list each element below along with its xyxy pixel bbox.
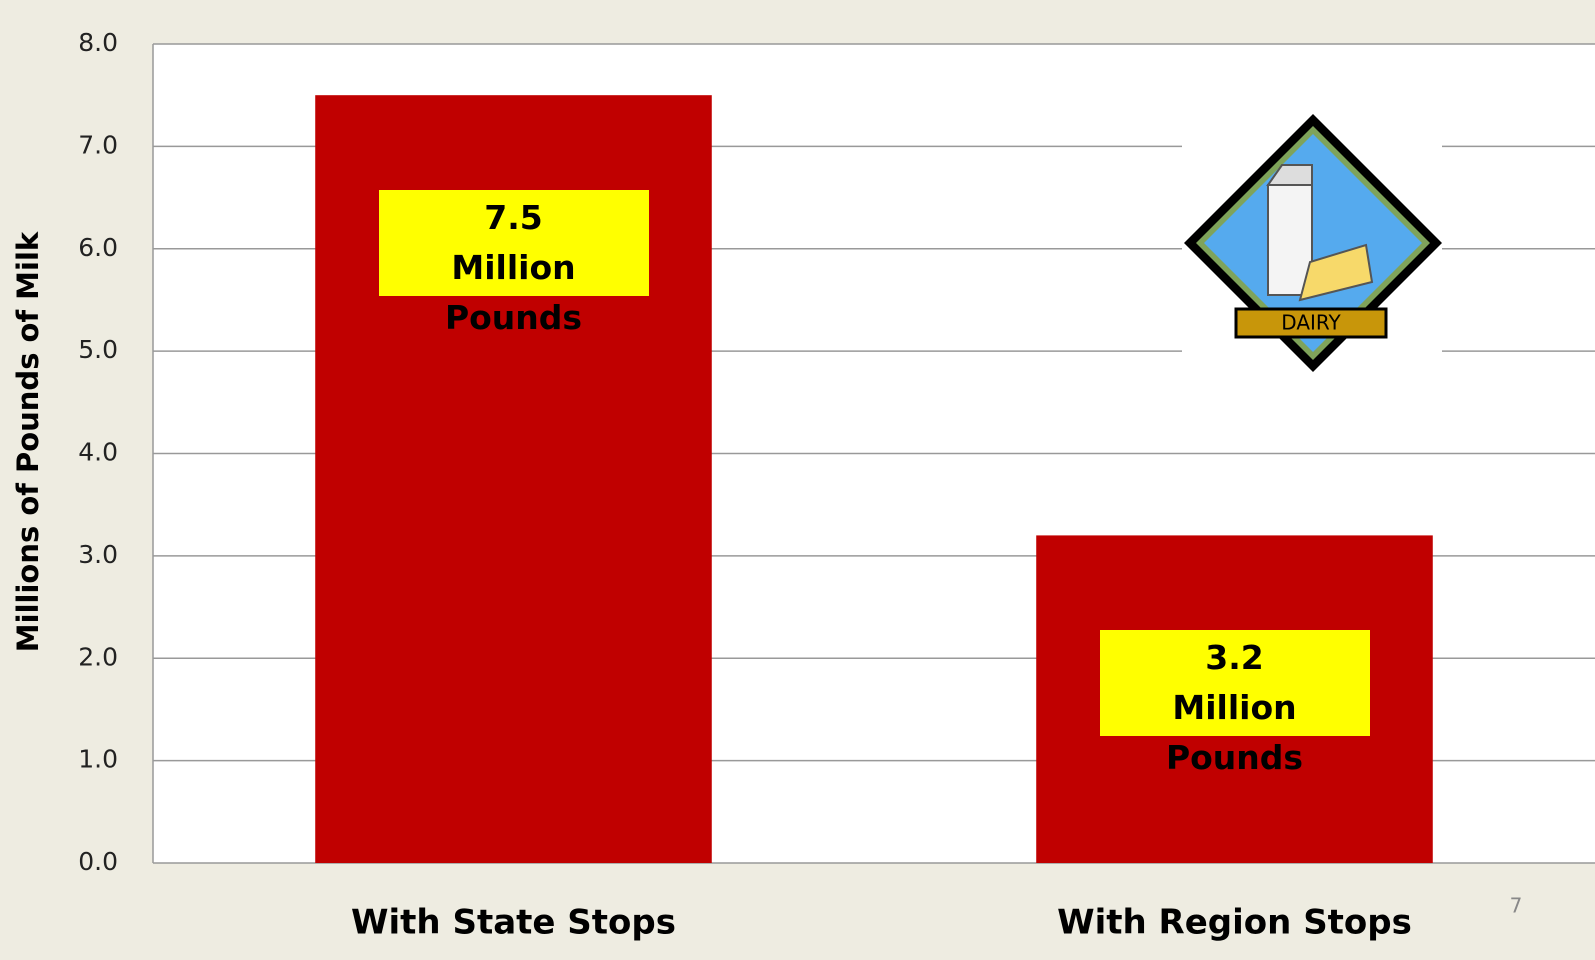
icon-label: DAIRY	[1281, 311, 1341, 335]
y-tick-label: 6.0	[78, 233, 118, 262]
y-tick-label: 2.0	[78, 642, 118, 671]
y-tick-label: 8.0	[78, 28, 118, 57]
page-number: 7	[1510, 894, 1523, 918]
y-tick-label: 1.0	[78, 745, 118, 774]
y-tick-label: 7.0	[78, 130, 118, 159]
y-tick-label: 0.0	[78, 847, 118, 876]
x-tick-label: With Region Stops	[1057, 903, 1412, 943]
y-tick-label: 4.0	[78, 438, 118, 467]
y-tick-label: 3.0	[78, 540, 118, 569]
dairy-icon: DAIRY	[1182, 100, 1442, 380]
x-tick-label: With State Stops	[351, 903, 676, 943]
data-label: 3.2 Million Pounds	[1099, 630, 1370, 777]
y-axis-label: Millions of Pounds of Milk	[11, 231, 45, 652]
y-tick-label: 5.0	[78, 335, 118, 364]
data-label: 7.5 Million Pounds	[378, 190, 649, 337]
